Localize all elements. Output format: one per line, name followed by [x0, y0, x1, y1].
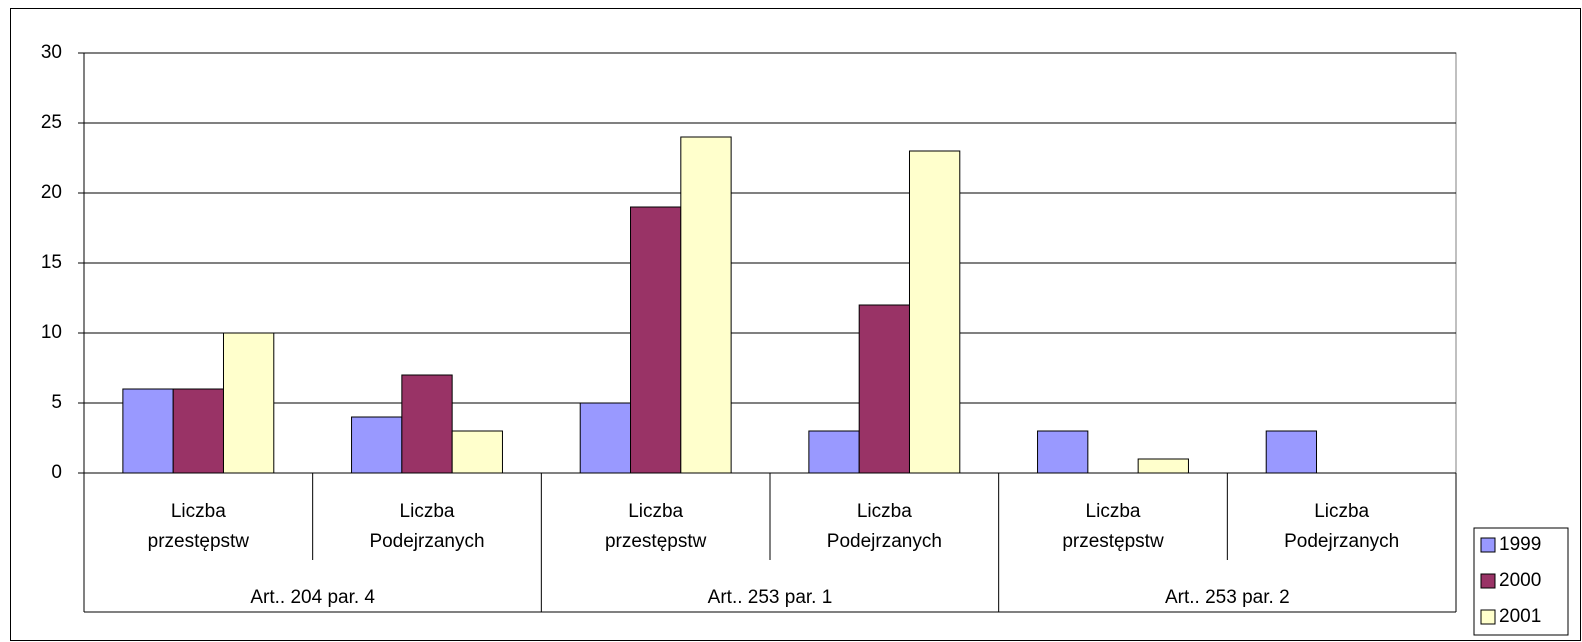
bar	[351, 416, 403, 474]
bar	[451, 430, 503, 474]
bar	[908, 150, 961, 474]
bar	[680, 136, 732, 474]
y-tick-label: 0	[51, 462, 62, 483]
bar	[1265, 430, 1318, 474]
legend-label: 2000	[1499, 570, 1541, 591]
group-label: Art.. 204 par. 4	[250, 587, 375, 608]
legend-label: 1999	[1499, 534, 1541, 555]
bar	[858, 304, 910, 474]
bar	[579, 402, 632, 474]
x-tick-label: Liczba przestępstw	[147, 501, 250, 552]
bar	[122, 388, 174, 474]
bar	[630, 206, 682, 474]
bar	[808, 430, 860, 474]
bar	[222, 332, 275, 474]
x-tick-label: Liczba Podejrzanych	[369, 501, 485, 552]
group-label: Art.. 253 par. 2	[1165, 587, 1290, 608]
x-tick-label: Liczba przestępstw	[604, 501, 707, 552]
bar	[1037, 430, 1089, 474]
y-tick-label: 25	[41, 112, 62, 133]
y-tick-label: 20	[41, 182, 62, 203]
x-tick-label: Liczba Podejrzanych	[1284, 501, 1400, 552]
legend-swatch	[1480, 573, 1496, 589]
bar	[172, 388, 224, 474]
legend-swatch	[1480, 537, 1496, 553]
bar	[1137, 458, 1189, 474]
y-tick-label: 15	[41, 252, 62, 273]
x-tick-label: Liczba przestępstw	[1062, 501, 1164, 552]
x-tick-label: Liczba Podejrzanych	[826, 501, 942, 552]
y-tick-label: 10	[41, 322, 62, 343]
legend-swatch	[1480, 609, 1496, 625]
group-label: Art.. 253 par. 1	[708, 587, 833, 608]
y-tick-label: 5	[51, 392, 62, 413]
y-tick-label: 30	[41, 42, 62, 63]
legend-label: 2001	[1499, 606, 1541, 627]
bar	[401, 374, 453, 474]
